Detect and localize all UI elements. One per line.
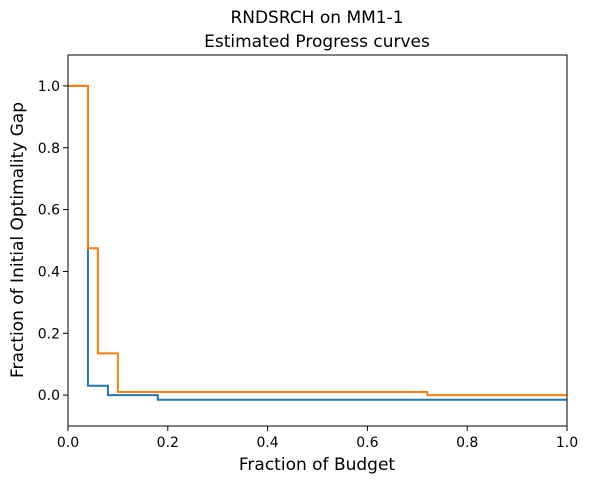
plot-frame [67,54,568,427]
y-tick-label: 0.4 [38,264,60,280]
x-tick-label: 0.6 [356,435,378,451]
x-tick-label: 0.2 [157,435,179,451]
x-tick-label: 0.4 [256,435,278,451]
chart-title-line2: Estimated Progress curves [204,32,430,52]
x-tick-label: 1.0 [556,435,578,451]
y-tick-label: 1.0 [38,79,60,95]
y-tick-label: 0.8 [38,141,60,157]
y-tick-label: 0.0 [38,388,60,404]
y-tick-label: 0.6 [38,203,60,219]
x-tick-label: 0.8 [456,435,478,451]
series-line-1 [68,84,567,401]
x-axis-label: Fraction of Budget [239,455,396,475]
y-tick-label: 0.2 [38,326,60,342]
series-line-2 [68,84,567,397]
x-tick-label: 0.0 [57,435,79,451]
ticks-layer: 0.0 0.2 0.4 0.6 0.8 1.0 0.0 0.2 0.4 0.6 0.8 1.0 [38,79,578,451]
y-axis-label: Fraction of Initial Optimality Gap [8,102,28,378]
series-layer [68,84,567,401]
chart-title-line1: RNDSRCH on MM1-1 [230,8,403,28]
